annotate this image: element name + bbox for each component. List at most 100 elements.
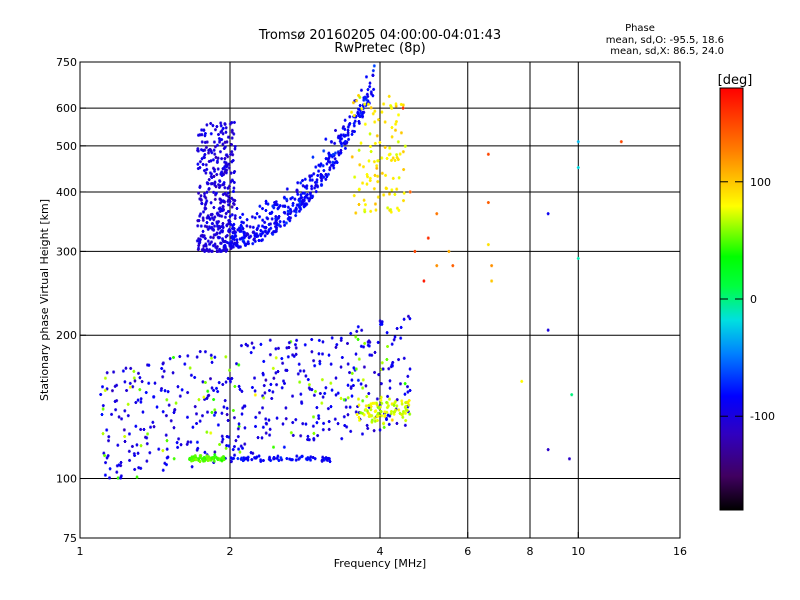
data-point <box>222 240 226 244</box>
data-point <box>220 138 224 142</box>
data-point <box>227 227 231 231</box>
data-point <box>394 122 398 126</box>
data-point <box>116 443 120 447</box>
data-point <box>239 227 243 231</box>
data-point <box>263 391 267 395</box>
data-point <box>364 103 368 107</box>
y-tick-label: 200 <box>56 329 77 342</box>
data-point <box>329 153 333 157</box>
colorbar-tick-label: 0 <box>750 293 757 306</box>
data-point <box>220 214 224 218</box>
data-point <box>216 156 220 160</box>
data-point <box>370 353 374 357</box>
data-point <box>363 208 367 212</box>
data-point <box>210 212 214 216</box>
data-point <box>271 232 275 236</box>
data-point <box>330 388 334 392</box>
data-point <box>237 422 241 426</box>
data-point <box>161 410 165 414</box>
data-point <box>208 226 212 230</box>
data-point <box>228 214 232 218</box>
data-point <box>241 406 245 410</box>
data-point <box>122 428 126 432</box>
data-point <box>219 229 223 233</box>
data-point <box>298 199 302 203</box>
data-point <box>103 388 107 392</box>
data-point <box>188 366 192 370</box>
data-point <box>384 186 388 190</box>
data-point <box>340 144 344 148</box>
data-point <box>220 434 224 438</box>
colorbar-ticks: 100 0 -100 <box>720 176 775 423</box>
data-point <box>256 436 260 440</box>
data-point <box>218 184 222 188</box>
data-point <box>234 230 238 234</box>
data-point <box>278 224 282 228</box>
data-point <box>361 399 365 403</box>
data-point <box>186 440 190 444</box>
data-point <box>408 412 412 416</box>
data-point <box>338 134 342 138</box>
data-point <box>200 133 204 137</box>
data-point <box>201 218 205 222</box>
data-point <box>300 400 304 404</box>
data-point <box>220 237 224 241</box>
data-point <box>224 247 228 251</box>
data-point <box>316 434 320 438</box>
data-point <box>307 438 311 442</box>
data-point <box>401 106 405 110</box>
data-point <box>360 113 364 117</box>
data-point <box>333 141 337 145</box>
data-point <box>319 162 323 166</box>
data-point <box>354 352 358 356</box>
data-point <box>294 418 298 422</box>
data-point <box>225 140 229 144</box>
data-point <box>402 191 406 195</box>
data-point <box>258 411 262 415</box>
data-point <box>172 426 176 430</box>
data-point <box>373 173 377 177</box>
data-point <box>218 206 222 210</box>
data-point <box>357 415 361 419</box>
data-point <box>202 395 206 399</box>
data-point <box>193 375 197 379</box>
data-point <box>231 189 235 193</box>
data-point <box>243 442 247 446</box>
data-point <box>373 401 377 405</box>
data-point <box>270 217 274 221</box>
data-point <box>369 414 373 418</box>
data-point <box>276 207 280 211</box>
data-point <box>223 160 227 164</box>
data-point <box>210 386 214 390</box>
data-point <box>196 148 200 152</box>
data-point <box>280 458 284 462</box>
data-point <box>178 394 182 398</box>
data-point <box>212 174 216 178</box>
data-point <box>328 166 332 170</box>
data-point <box>361 111 365 115</box>
data-point <box>339 336 343 340</box>
data-point <box>389 158 393 162</box>
data-point <box>355 329 359 333</box>
data-point <box>363 210 367 214</box>
data-point <box>313 186 317 190</box>
data-point <box>366 340 370 344</box>
data-point <box>233 147 237 151</box>
data-point <box>119 474 123 478</box>
data-point <box>346 128 350 132</box>
data-point <box>297 362 301 366</box>
data-point <box>348 405 352 409</box>
data-point <box>279 456 283 460</box>
data-point <box>288 219 292 223</box>
data-point <box>226 418 230 422</box>
data-point <box>304 422 308 426</box>
data-point <box>223 399 227 403</box>
data-point <box>214 386 218 390</box>
data-point <box>225 435 229 439</box>
data-point <box>307 199 311 203</box>
data-point <box>354 115 358 119</box>
data-point <box>369 404 373 408</box>
data-point <box>336 422 340 426</box>
data-point <box>200 233 204 237</box>
data-point <box>221 142 225 146</box>
